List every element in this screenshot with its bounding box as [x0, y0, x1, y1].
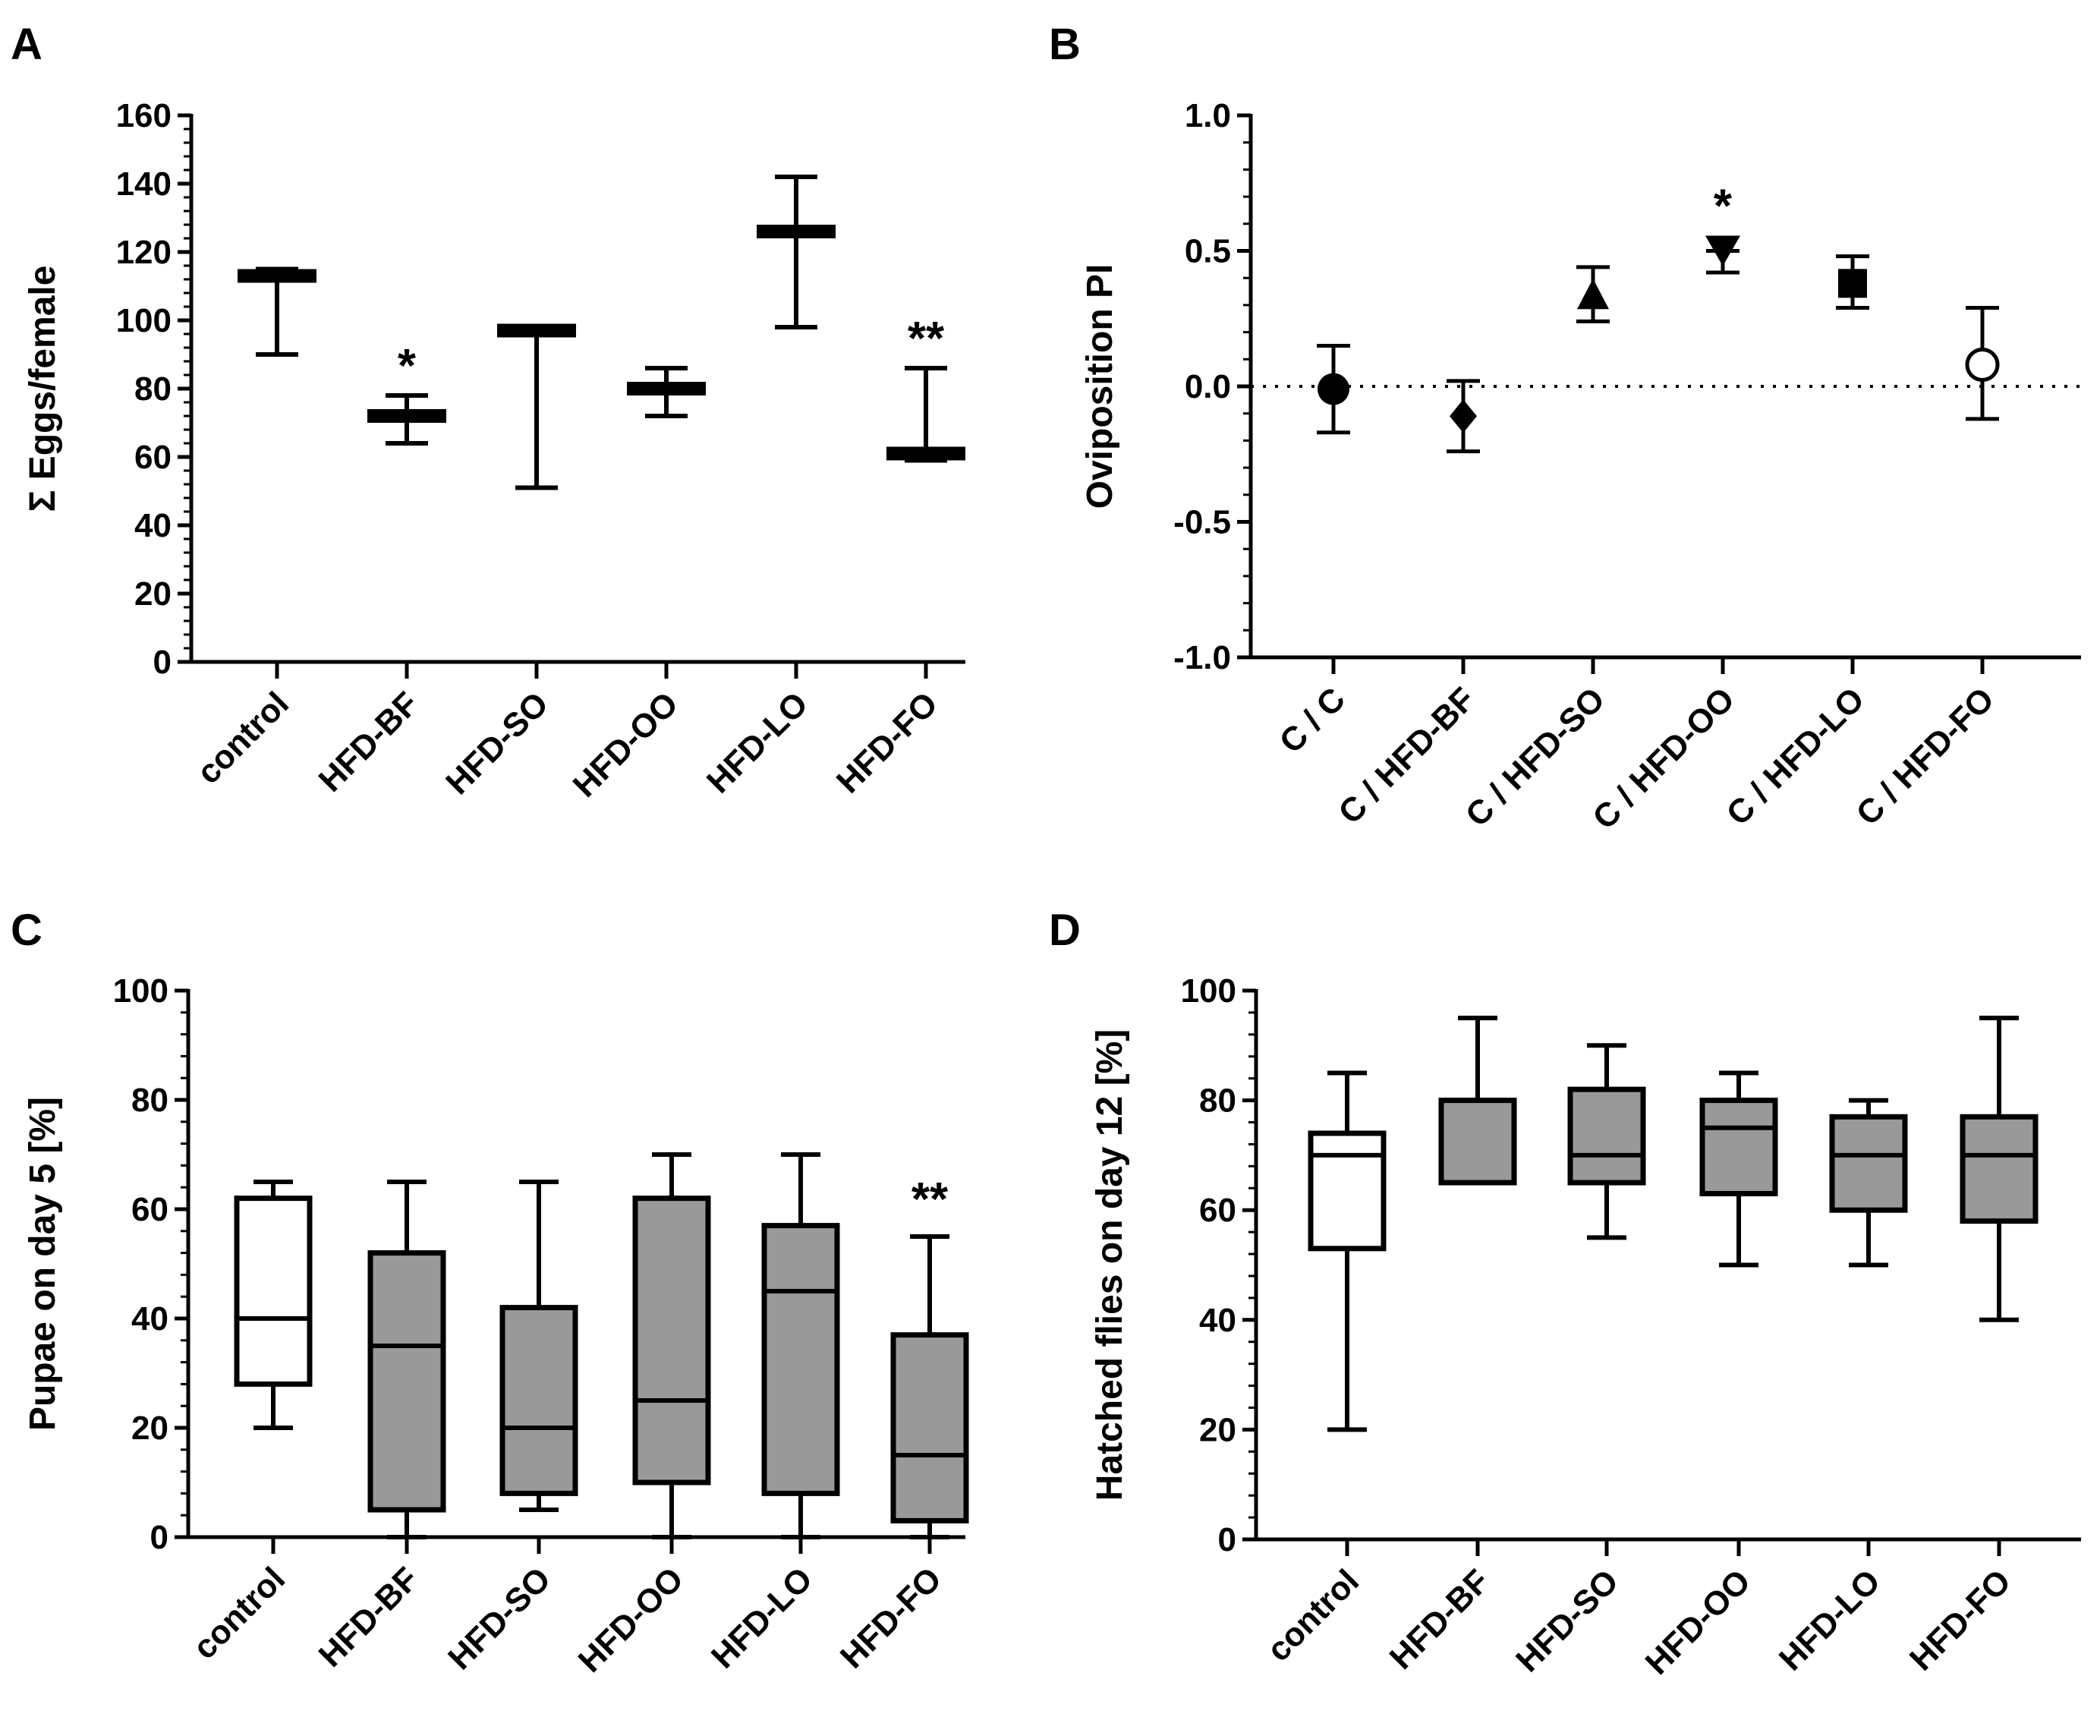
significance-label: * — [398, 340, 417, 392]
y-axis-title: Σ Eggs/female — [23, 266, 63, 512]
y-tick-label: 160 — [116, 97, 172, 134]
category-label: HFD-SO — [439, 685, 556, 802]
data-point-diamond — [1450, 399, 1477, 433]
box-iqr — [761, 1223, 840, 1496]
y-tick-label: 20 — [131, 1410, 168, 1447]
y-tick-label: 40 — [131, 1300, 168, 1337]
category-label: C / HFD-LO — [1720, 680, 1872, 833]
y-tick-label: 140 — [116, 165, 172, 203]
data-point-square — [1838, 269, 1867, 298]
y-axis-title: Pupae on day 5 [%] — [23, 1097, 63, 1431]
category-label: control — [190, 685, 296, 791]
category-label: control — [1260, 1562, 1366, 1668]
panel-letter-d: D — [1049, 906, 1081, 955]
category-label: HFD-OO — [1639, 1562, 1758, 1681]
data-point-triangle-up — [1577, 279, 1609, 310]
y-tick-label: -0.5 — [1173, 504, 1231, 541]
category-label: HFD-BF — [312, 685, 426, 799]
box-iqr — [1567, 1086, 1646, 1186]
y-tick-label: 100 — [116, 302, 172, 339]
y-tick-label: 100 — [113, 972, 168, 1010]
box-iqr — [234, 1196, 313, 1387]
category-label: C / HFD-FO — [1850, 680, 2002, 833]
data-point-open-circle — [1965, 347, 2000, 382]
y-tick-label: 20 — [134, 575, 172, 613]
y-tick-label: 1.0 — [1185, 97, 1231, 134]
panel-letter-b: B — [1049, 20, 1081, 69]
category-label: HFD-LO — [1772, 1562, 1887, 1678]
y-tick-label: 60 — [134, 439, 172, 476]
y-tick-label: 0 — [153, 644, 172, 681]
box-iqr — [367, 1250, 446, 1513]
box-iqr — [1308, 1130, 1387, 1252]
category-label: HFD-SO — [441, 1560, 558, 1677]
y-tick-label: 40 — [1199, 1302, 1236, 1339]
y-tick-label: 60 — [1199, 1192, 1236, 1229]
y-tick-label: 80 — [131, 1082, 168, 1119]
y-tick-label: 120 — [116, 234, 172, 271]
box-iqr — [499, 1305, 578, 1496]
y-tick-label: 100 — [1181, 972, 1236, 1010]
significance-label: * — [1714, 181, 1733, 233]
y-tick-label: 0 — [1218, 1521, 1236, 1558]
y-tick-label: 60 — [131, 1191, 168, 1228]
category-label: HFD-BF — [312, 1560, 426, 1674]
box-iqr — [1438, 1098, 1517, 1186]
significance-label: ** — [908, 313, 945, 365]
mean-bar — [367, 409, 446, 423]
panel-a: A 0 20 40 60 80 100 120 140 160 Σ Eggs/female cont… — [11, 20, 965, 805]
box-iqr — [1960, 1114, 2039, 1224]
category-label: HFD-OO — [566, 685, 685, 804]
category-label: C / C — [1273, 680, 1353, 761]
category-label: control — [186, 1560, 292, 1666]
y-tick-label: 0.5 — [1185, 233, 1231, 270]
box-iqr — [890, 1332, 969, 1523]
y-tick-label: 80 — [134, 370, 172, 408]
panel-letter-c: C — [11, 906, 43, 955]
category-label: HFD-OO — [571, 1560, 691, 1679]
y-tick-label: 0.0 — [1185, 368, 1231, 405]
y-axis-title: Oviposition PI — [1080, 264, 1120, 509]
y-tick-label: 80 — [1199, 1082, 1236, 1120]
significance-label: ** — [911, 1174, 949, 1226]
category-label: HFD-FO — [833, 1560, 949, 1675]
y-tick-label: 20 — [1199, 1411, 1236, 1448]
y-tick-label: 40 — [134, 507, 172, 544]
category-label: HFD-BF — [1383, 1562, 1497, 1676]
category-label: HFD-SO — [1509, 1562, 1626, 1679]
box-iqr — [1829, 1114, 1908, 1213]
category-label: HFD-FO — [1903, 1562, 2018, 1678]
panel-d: D 0 20 40 60 80 100 Hatched flies on day 12 [%… — [1049, 906, 2081, 1682]
mean-bar — [757, 225, 836, 238]
category-label: HFD-LO — [704, 1560, 820, 1675]
category-label: HFD-LO — [700, 685, 815, 800]
mean-bar — [238, 269, 316, 283]
y-tick-label: 0 — [150, 1519, 168, 1556]
box-iqr — [632, 1196, 711, 1486]
data-point-triangle-down — [1705, 235, 1740, 266]
y-axis-title: Hatched flies on day 12 [%] — [1090, 1029, 1130, 1501]
category-label: HFD-FO — [830, 685, 945, 800]
y-tick-label: -1.0 — [1173, 639, 1231, 676]
panel-letter-a: A — [11, 20, 43, 69]
mean-bar — [497, 323, 576, 338]
box-iqr — [1699, 1098, 1778, 1197]
panel-b: B -1.0 -0.5 0.0 0.5 1.0 Oviposition PI C / C C … — [1049, 20, 2081, 836]
mean-bar — [627, 382, 706, 395]
mean-bar — [886, 446, 965, 461]
data-point-circle — [1318, 373, 1349, 405]
